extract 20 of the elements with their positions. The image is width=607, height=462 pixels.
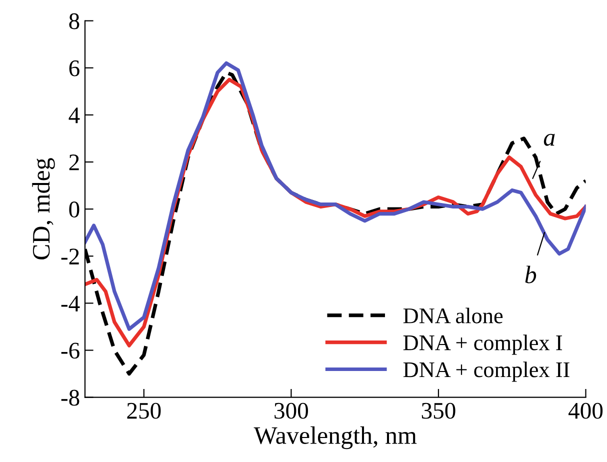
- x-tick-label: 400: [568, 402, 603, 419]
- y-tick-label: -2: [61, 248, 79, 264]
- x-tick-label: 250: [127, 402, 161, 419]
- y-tick-label: -6: [61, 342, 80, 359]
- y-axis-title: CD, mdeg: [32, 158, 55, 260]
- legend-label: DNA + complex I: [403, 334, 562, 355]
- y-tick-label: 4: [68, 108, 80, 124]
- legend-label: DNA + complex II: [403, 362, 570, 382]
- annotation: a: [544, 134, 555, 146]
- y-tick-label: -8: [61, 390, 80, 406]
- x-axis-title: Wavelength, nm: [254, 426, 417, 450]
- annotation: b: [525, 266, 536, 284]
- x-tick-label: 300: [274, 402, 308, 419]
- y-tick-label: 6: [69, 60, 80, 76]
- y-tick-label: -4: [61, 296, 80, 312]
- x-tick-label: 350: [422, 402, 456, 419]
- y-tick-label: 2: [69, 154, 79, 170]
- y-tick-label: 8: [69, 13, 80, 30]
- y-tick-label: 0: [69, 202, 80, 218]
- legend-label: DNA alone: [403, 308, 503, 324]
